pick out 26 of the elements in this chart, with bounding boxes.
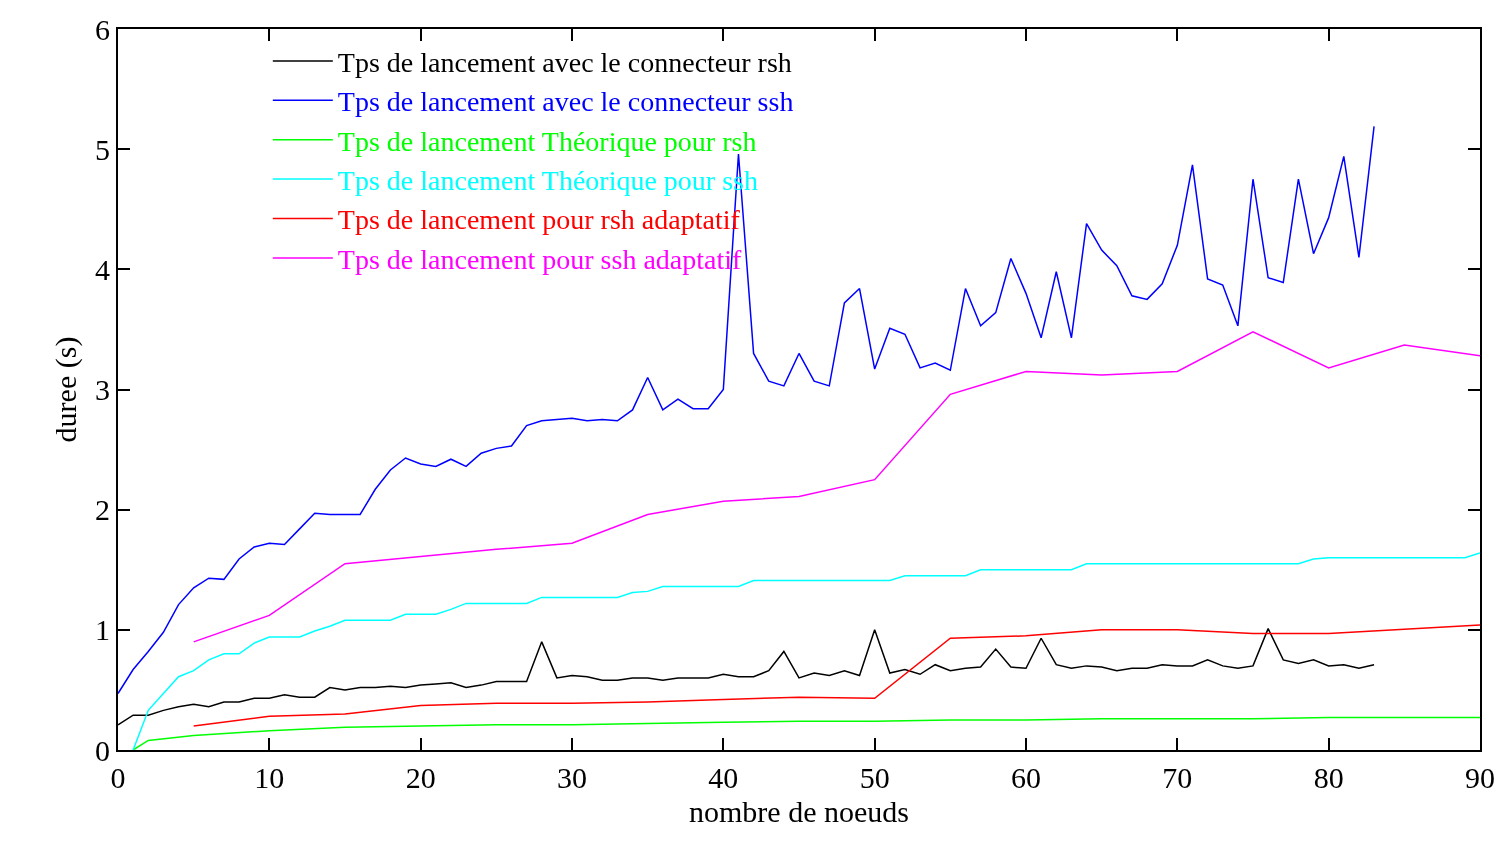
line-series — [118, 125, 1375, 695]
line-series — [192, 331, 1480, 643]
y-tick-label: 1 — [95, 613, 110, 647]
x-tick-label: 90 — [1465, 761, 1495, 794]
x-tick-label: 40 — [708, 761, 739, 794]
y-tick-label: 5 — [95, 132, 110, 166]
legend-label: Tps de lancement avec le connecteur rsh — [337, 46, 792, 78]
y-tick-label: 0 — [95, 733, 110, 767]
y-tick-label: 2 — [95, 493, 110, 527]
legend-label: Tps de lancement Théorique pour rsh — [337, 125, 757, 157]
line-series — [132, 552, 1480, 750]
line-series — [192, 624, 1480, 727]
y-tick-label: 4 — [95, 252, 110, 286]
x-tick-label: 50 — [859, 761, 890, 794]
x-tick-label: 30 — [557, 761, 587, 794]
y-tick-label: 3 — [95, 373, 110, 406]
x-tick-label: 60 — [1011, 761, 1041, 794]
x-tick-label: 70 — [1162, 761, 1193, 794]
y-tick-label: 6 — [95, 12, 110, 46]
y-axis-title: duree (s) — [48, 336, 83, 443]
x-tick-label: 80 — [1313, 761, 1344, 794]
legend-label: Tps de lancement avec le connecteur ssh — [337, 86, 794, 118]
x-axis-title: nombre de noeuds — [689, 795, 909, 828]
x-tick-label: 20 — [405, 761, 436, 794]
x-tick-label: 10 — [254, 761, 285, 794]
line-series — [132, 716, 1480, 750]
